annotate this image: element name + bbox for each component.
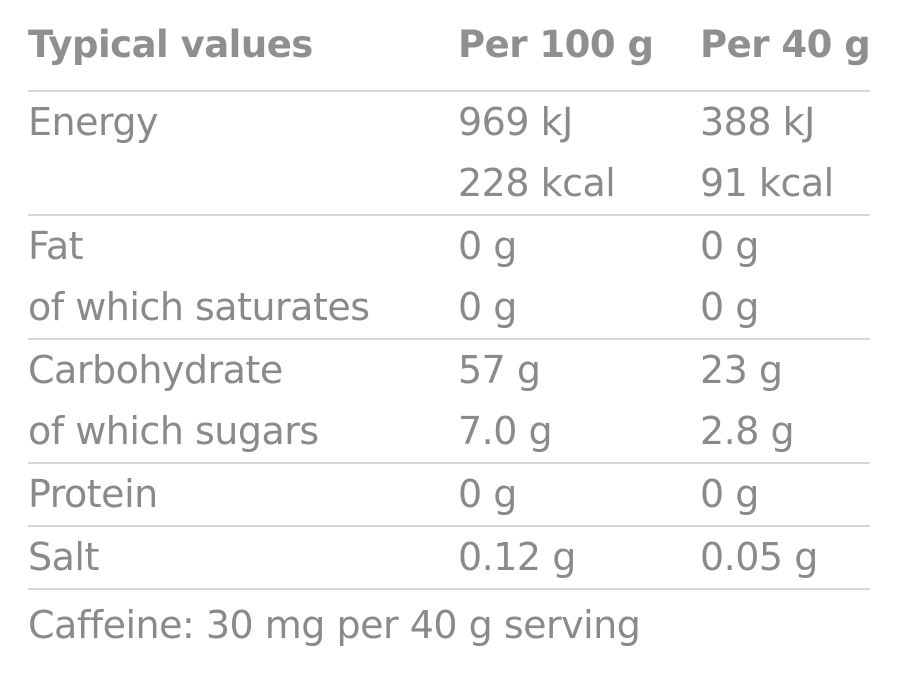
nutrient-name: Salt	[28, 535, 99, 579]
caffeine-footnote: Caffeine: 30 mg per 40 g serving	[28, 603, 641, 647]
row-divider	[28, 588, 870, 590]
value-per-100g: 0.12 g	[458, 535, 576, 579]
value-per-100g: 57 g	[458, 348, 541, 392]
row-divider	[28, 338, 870, 340]
value-per-100g: 0 g	[458, 285, 517, 329]
header-per-40g: Per 40 g	[700, 23, 871, 66]
table-row: of which sugars 7.0 g 2.8 g	[28, 401, 870, 462]
table-row: Salt 0.12 g 0.05 g	[28, 527, 870, 588]
row-divider	[28, 214, 870, 216]
row-divider	[28, 462, 870, 464]
header-typical-values: Typical values	[28, 23, 313, 66]
table-row: of which saturates 0 g 0 g	[28, 277, 870, 338]
value-per-40g: 2.8 g	[700, 409, 795, 453]
nutrient-name: of which sugars	[28, 409, 319, 453]
nutrient-name: Fat	[28, 224, 84, 268]
value-per-100g: 0 g	[458, 224, 517, 268]
row-group: Salt 0.12 g 0.05 g	[28, 527, 870, 588]
value-per-40g: 0.05 g	[700, 535, 818, 579]
table-row: Fat 0 g 0 g	[28, 216, 870, 277]
table-header-row: Typical values Per 100 g Per 40 g	[28, 0, 871, 90]
table-row: Carbohydrate 57 g 23 g	[28, 340, 870, 401]
value-per-100g: 7.0 g	[458, 409, 553, 453]
nutrient-name: Energy	[28, 100, 159, 144]
value-per-40g: 23 g	[700, 348, 783, 392]
row-divider	[28, 525, 870, 527]
table-row: 228 kcal 91 kcal	[28, 153, 870, 214]
row-group: Fat 0 g 0 g of which saturates 0 g 0 g	[28, 216, 870, 338]
row-group: Carbohydrate 57 g 23 g of which sugars 7.0 g…	[28, 340, 870, 462]
nutrient-name: of which saturates	[28, 285, 370, 329]
header-per-100g: Per 100 g	[458, 23, 654, 66]
value-per-100g: 0 g	[458, 472, 517, 516]
value-per-100g: 969 kJ	[458, 100, 573, 144]
value-per-40g: 0 g	[700, 285, 759, 329]
table-row: Energy 969 kJ 388 kJ	[28, 92, 870, 153]
nutrient-name: Protein	[28, 472, 158, 516]
value-per-40g: 0 g	[700, 224, 759, 268]
row-group: Protein 0 g 0 g	[28, 464, 870, 525]
value-per-40g: 388 kJ	[700, 100, 815, 144]
table-row: Protein 0 g 0 g	[28, 464, 870, 525]
nutrition-table: Typical values Per 100 g Per 40 g Energy…	[28, 0, 871, 660]
value-per-40g: 0 g	[700, 472, 759, 516]
row-divider	[28, 90, 870, 92]
table-body: Energy 969 kJ 388 kJ 228 kcal 91 kcal Fat 0 g 0…	[28, 92, 870, 590]
value-per-40g: 91 kcal	[700, 161, 834, 205]
nutrient-name	[28, 153, 458, 214]
nutrient-name: Carbohydrate	[28, 348, 283, 392]
row-group: Energy 969 kJ 388 kJ 228 kcal 91 kcal	[28, 92, 870, 214]
value-per-100g: 228 kcal	[458, 161, 616, 205]
